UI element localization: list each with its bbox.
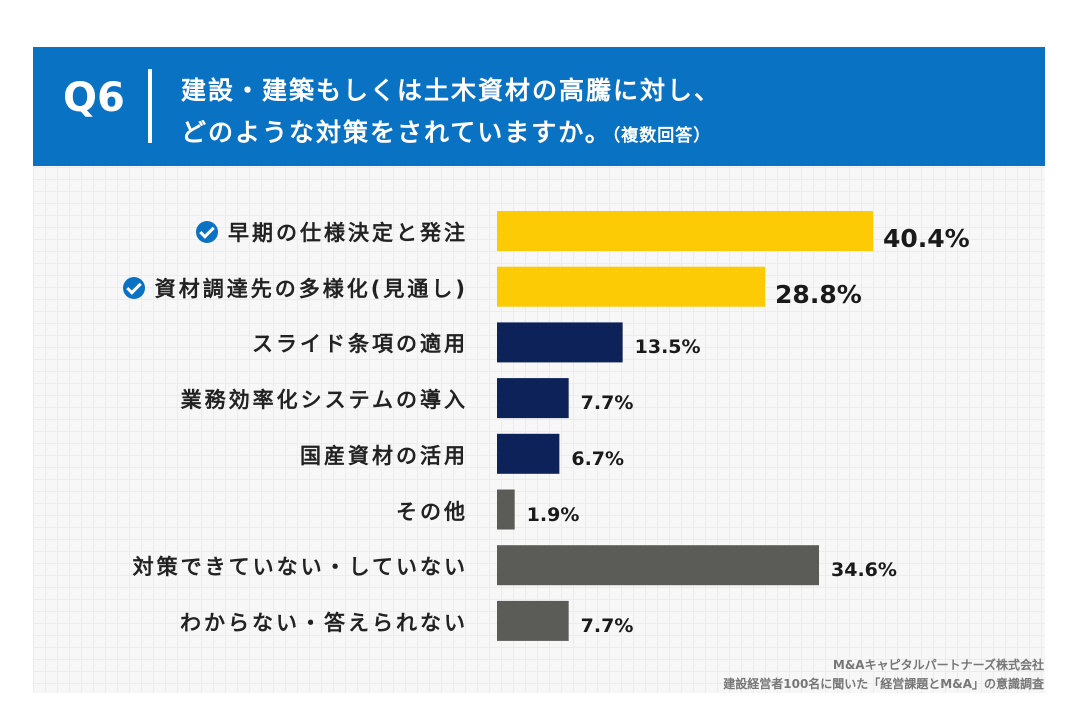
value-label: 13.5% [634,336,701,359]
category-label-text: 早期の仕様決定と発注 [228,221,468,245]
value-label: 34.6% [831,559,897,582]
category-label-text: わからない・答えられない [180,610,468,635]
category-label-text: 業務効率化システムの導入 [180,388,468,413]
category-label: 早期の仕様決定と発注 [196,217,468,247]
bar-7 [497,545,820,586]
question-text-line1: 建設・建築もしくは土木資材の高騰に対し、 [181,76,722,105]
value-label: 40.4% [883,224,970,253]
value-label: 6.7% [571,447,625,470]
bar-2 [497,266,766,307]
category-label: その他 [396,496,468,526]
bar-6 [497,489,515,530]
check-circle-icon [122,276,145,299]
value-label: 28.8% [775,279,862,309]
category-label: わからない・答えられない [180,607,468,637]
category-label: 対策できていない・していない [133,551,468,581]
check-circle-icon [196,221,218,243]
category-label-text: その他 [396,499,468,524]
bar-3 [497,322,623,363]
value-label: 7.7% [580,614,634,637]
source-company: M&Aキャピタルパートナーズ株式会社 [832,658,1044,672]
bar-4 [497,378,569,419]
category-label: 資材調達先の多様化(見通し) [122,273,468,303]
question-text-line2: どのような対策をされていますか。（複数回答） [181,113,711,149]
category-label-text: 国産資材の活用 [300,443,468,468]
source-survey: 建設経営者100名に聞いた「経営課題とM&A」の意識調査 [723,677,1044,691]
bar-1 [497,211,873,251]
category-label: スライド条項の適用 [252,328,468,358]
question-header: Q6 建設・建築もしくは土木資材の高騰に対し、 どのような対策をされていますか。… [33,47,1045,166]
bar-5 [497,433,560,474]
header-divider [148,69,152,143]
category-label: 国産資材の活用 [300,440,468,470]
category-label-text: 資材調達先の多様化(見通し) [154,276,468,301]
question-number: Q6 [63,75,125,121]
category-label-text: スライド条項の適用 [252,332,468,357]
value-label: 1.9% [526,503,580,526]
value-label: 7.7% [580,392,634,415]
question-note: （複数回答） [611,126,712,146]
bar-8 [497,600,569,641]
category-label: 業務効率化システムの導入 [181,384,468,414]
question-text-main: どのような対策をされていますか。 [181,118,612,147]
category-label-text: 対策できていない・していない [132,555,468,580]
